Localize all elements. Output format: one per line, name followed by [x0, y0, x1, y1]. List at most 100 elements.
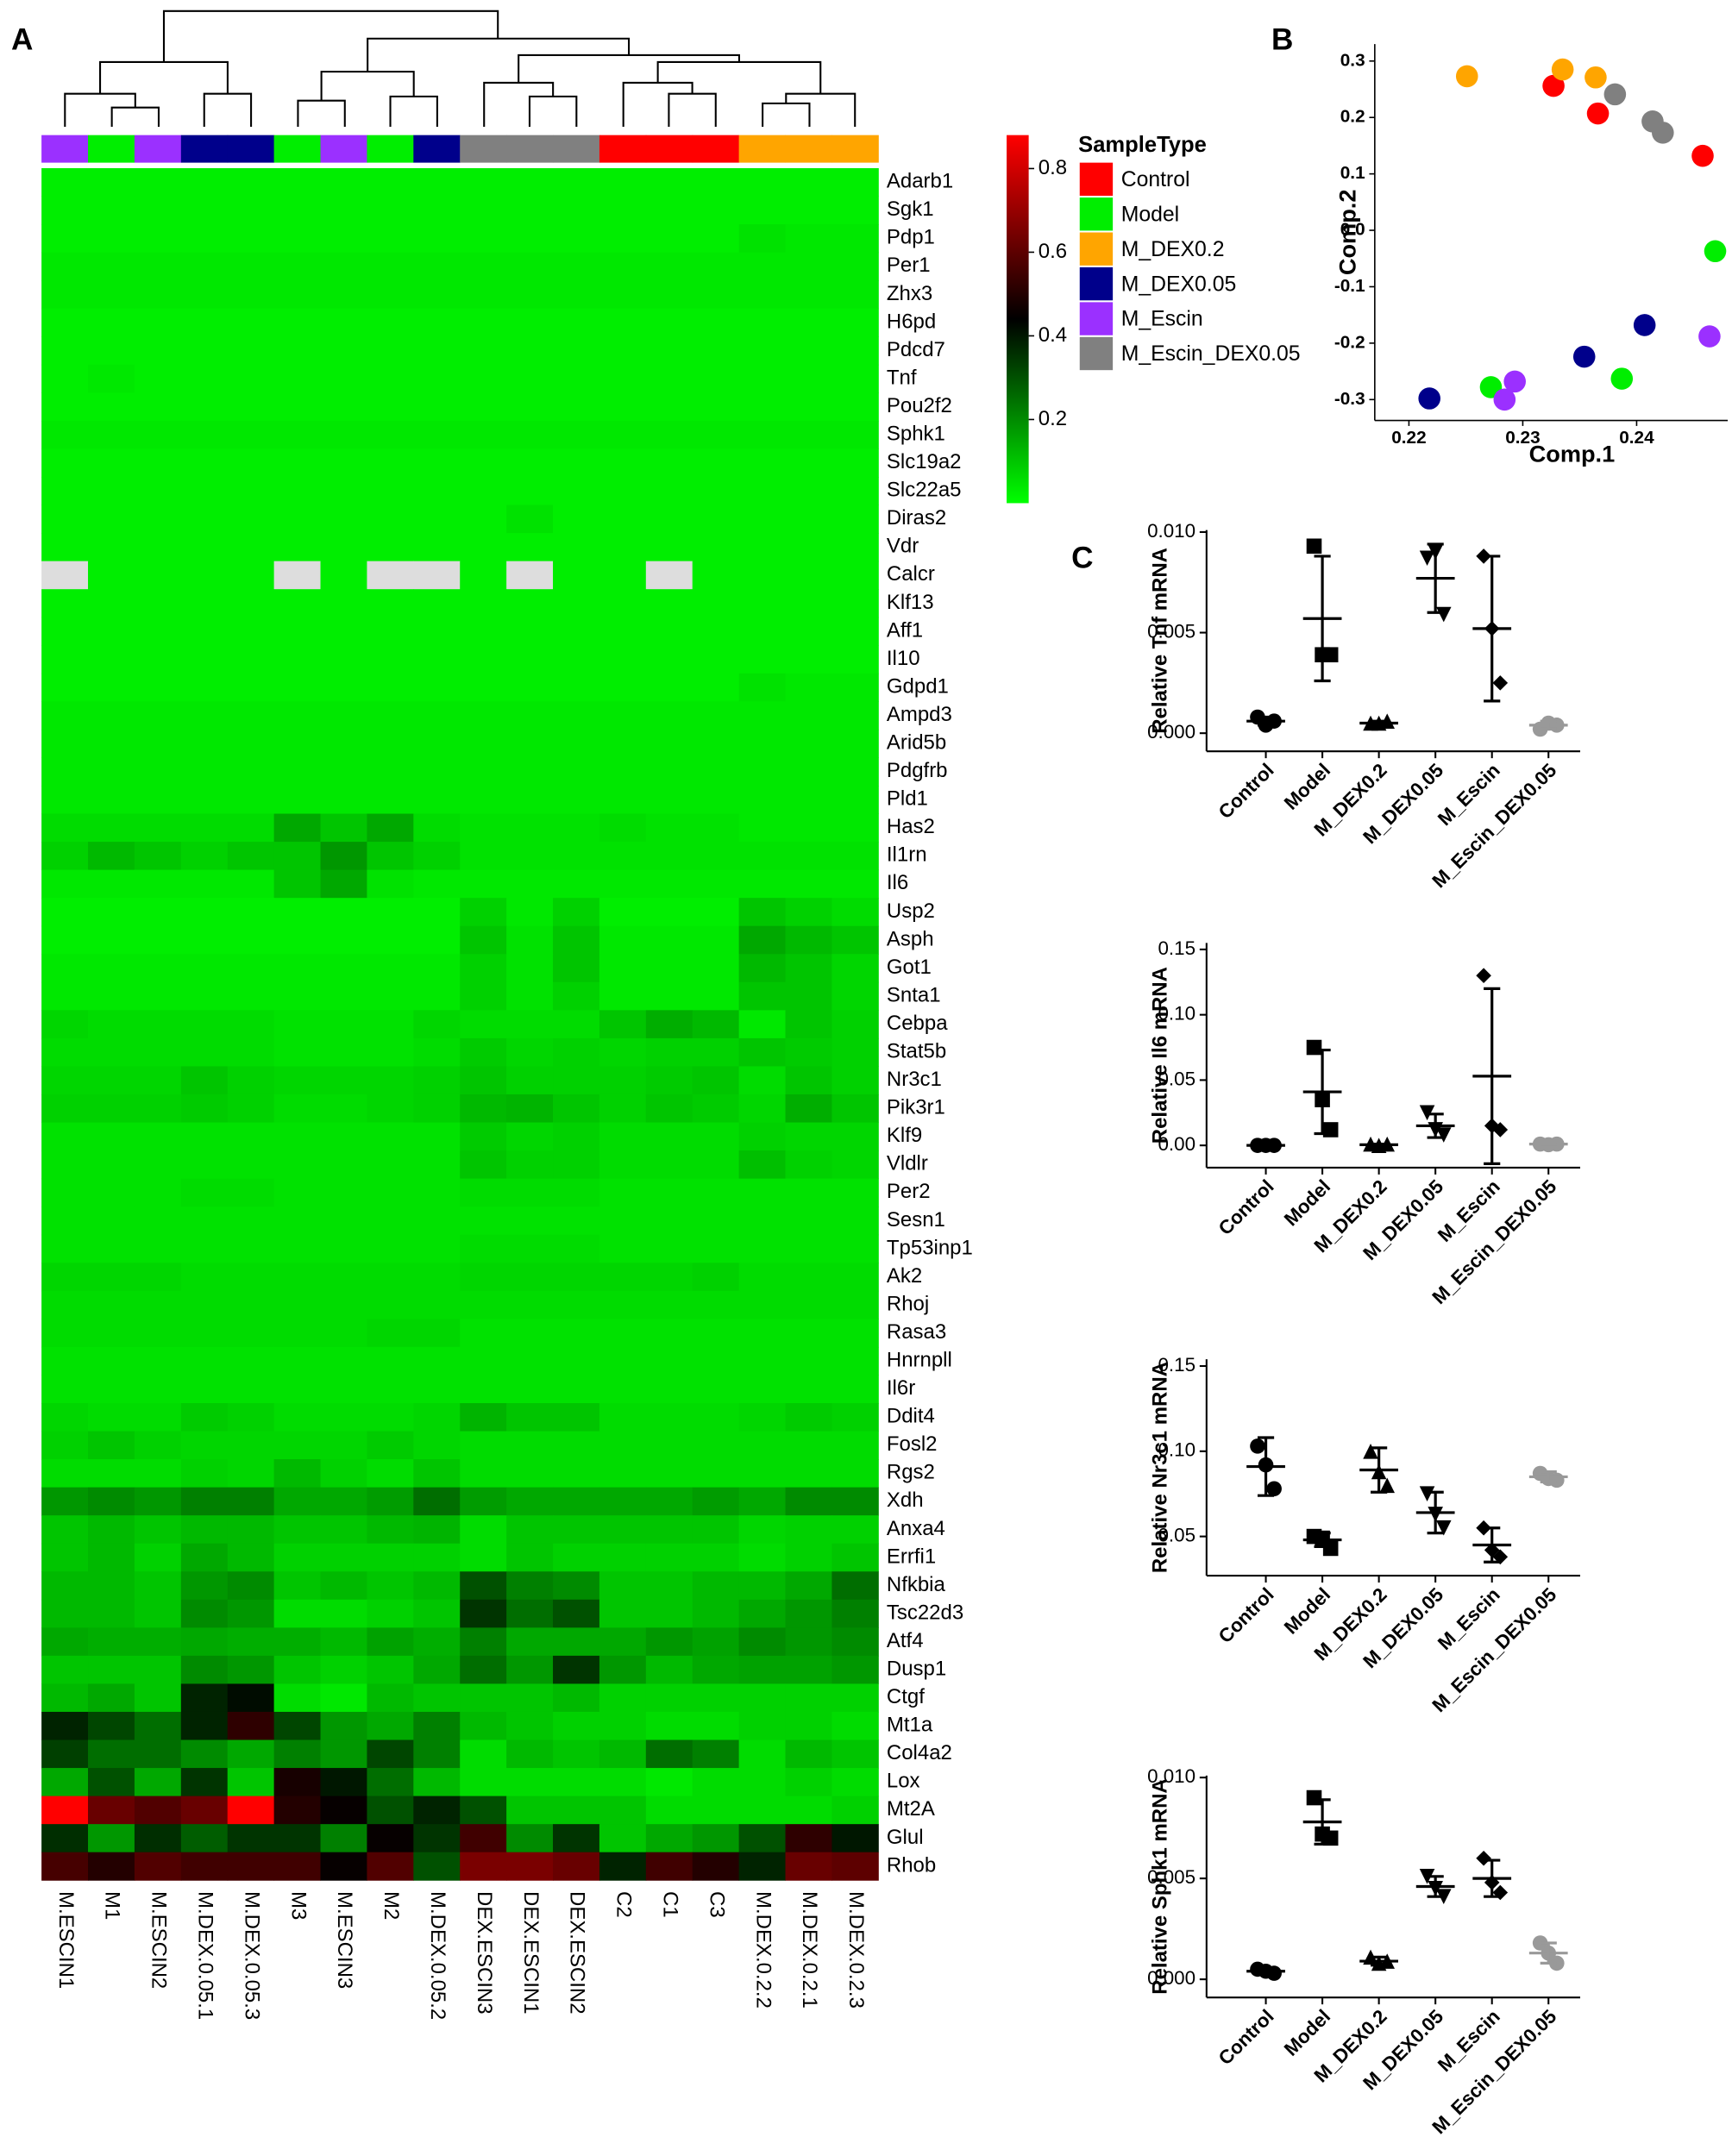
heatmap-cell	[88, 1768, 135, 1797]
error-bar	[1257, 1436, 1275, 1497]
heatmap-cell	[692, 364, 740, 393]
heatmap-cell	[738, 336, 787, 366]
heatmap-cell	[506, 1543, 554, 1572]
sample-type-cell	[320, 135, 367, 163]
heatmap-cell	[506, 898, 554, 927]
heatmap-cell	[273, 224, 321, 254]
heatmap-cell	[692, 1402, 740, 1432]
heatmap-cell	[367, 1824, 414, 1853]
heatmap-cell	[88, 392, 135, 422]
heatmap-cell	[692, 1150, 740, 1180]
heatmap-cell	[460, 1543, 507, 1572]
scatter-point	[1586, 102, 1610, 125]
column-label: M.ESCIN1	[54, 1891, 78, 1989]
heatmap-cell	[227, 1599, 275, 1628]
heatmap-cell	[599, 1178, 647, 1207]
heatmap-cell	[738, 981, 787, 1011]
heatmap-cell	[645, 842, 693, 871]
heatmap-cell	[645, 505, 693, 534]
heatmap-cell	[367, 505, 414, 534]
heatmap-cell	[134, 392, 182, 422]
heatmap-cell	[692, 1459, 740, 1489]
heatmap-cell	[599, 925, 647, 955]
heatmap-cell	[180, 813, 229, 843]
data-point	[1379, 1477, 1396, 1494]
column-label: M.DEX.0.2.1	[798, 1891, 821, 2009]
heatmap-cell	[273, 785, 321, 815]
heatmap-cell	[134, 280, 182, 310]
heatmap-cell	[692, 1683, 740, 1713]
row-label: Dusp1	[887, 1657, 946, 1680]
heatmap-cell	[645, 1402, 693, 1432]
heatmap-cell	[413, 869, 461, 899]
heatmap-cell	[738, 252, 787, 281]
heatmap-cell	[320, 1459, 367, 1489]
heatmap-cell	[831, 1010, 879, 1039]
error-bar	[1540, 719, 1557, 731]
heatmap-cell	[553, 1122, 600, 1151]
error-bar	[1314, 1798, 1331, 1846]
heatmap-cell	[273, 757, 321, 787]
heatmap-cell	[413, 1683, 461, 1713]
heatmap-cell	[41, 336, 89, 366]
heatmap-cell	[320, 448, 367, 478]
y-tick-label: 0.15	[1158, 1354, 1196, 1376]
heatmap-cell	[645, 1206, 693, 1236]
heatmap-cell	[367, 1683, 414, 1713]
heatmap-cell	[134, 1122, 182, 1151]
heatmap-cell	[785, 505, 832, 534]
error-bar	[1371, 1955, 1388, 1967]
heatmap-cell	[413, 392, 461, 422]
row-label: Vldlr	[887, 1152, 928, 1175]
heatmap-cell	[738, 168, 787, 197]
row-label: Mt2A	[887, 1797, 935, 1821]
y-tick-label: -0.1	[1334, 276, 1365, 296]
heatmap-cell	[413, 645, 461, 674]
row-label: Il6	[887, 871, 908, 894]
row-label: Has2	[887, 815, 935, 838]
heatmap-cell	[506, 673, 554, 702]
heatmap-cell	[320, 1711, 367, 1740]
heatmap-cell	[273, 1402, 321, 1432]
heatmap-cell	[41, 1515, 89, 1545]
heatmap-cell	[645, 1346, 693, 1376]
heatmap-cell	[831, 673, 879, 702]
heatmap-cell	[460, 954, 507, 983]
heatmap-cell	[599, 1768, 647, 1797]
heatmap-cell	[88, 1402, 135, 1432]
legend-label: Control	[1121, 168, 1190, 191]
heatmap-cell	[273, 729, 321, 758]
heatmap-cell	[692, 898, 740, 927]
heatmap-cell	[831, 1234, 879, 1263]
heatmap-cell	[785, 477, 832, 506]
heatmap-cell	[645, 757, 693, 787]
heatmap-cell	[553, 336, 600, 366]
heatmap-cell	[320, 1206, 367, 1236]
sample-type-cell	[41, 135, 89, 163]
heatmap-cell	[367, 1711, 414, 1740]
heatmap-cell	[367, 701, 414, 730]
heatmap-cell	[599, 533, 647, 562]
heatmap-cell	[785, 1290, 832, 1319]
heatmap-cell	[599, 1122, 647, 1151]
heatmap-cell	[831, 981, 879, 1011]
heatmap-cell	[692, 813, 740, 843]
heatmap-cell	[413, 785, 461, 815]
heatmap-cell	[645, 1319, 693, 1348]
heatmap-cell	[599, 224, 647, 254]
heatmap-cell	[645, 477, 693, 506]
heatmap-cell	[180, 533, 229, 562]
heatmap-cell	[599, 477, 647, 506]
heatmap-cell	[738, 954, 787, 983]
heatmap-cell	[645, 280, 693, 310]
heatmap-cell	[88, 1459, 135, 1489]
heatmap-cell	[460, 842, 507, 871]
heatmap-cell	[413, 448, 461, 478]
heatmap-cell	[88, 280, 135, 310]
heatmap-cell	[227, 505, 275, 534]
heatmap-cell	[599, 729, 647, 758]
heatmap-cell	[320, 1768, 367, 1797]
heatmap-cell	[180, 364, 229, 393]
heatmap-cell	[831, 196, 879, 225]
